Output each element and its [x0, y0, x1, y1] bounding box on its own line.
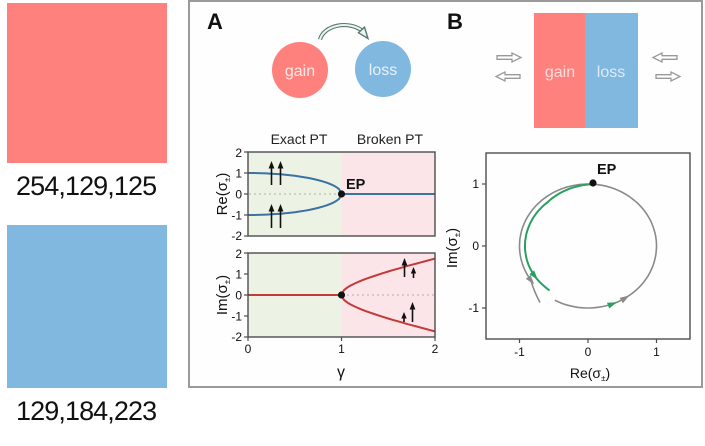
svg-text:0: 0: [235, 188, 242, 202]
svg-text:gain: gain: [545, 64, 575, 81]
svg-text:-2: -2: [231, 229, 242, 243]
svg-text:1: 1: [472, 177, 479, 191]
svg-text:-1: -1: [231, 310, 242, 324]
svg-text:EP: EP: [346, 177, 366, 193]
svg-text:Broken PT: Broken PT: [357, 131, 424, 147]
svg-text:EP: EP: [597, 162, 617, 178]
svg-text:loss: loss: [597, 64, 625, 81]
svg-text:-2: -2: [231, 330, 242, 344]
svg-text:2: 2: [432, 342, 439, 356]
svg-text:Re(σ±): Re(σ±): [570, 365, 610, 383]
svg-text:1: 1: [235, 268, 242, 282]
svg-text:Im(σ±): Im(σ±): [444, 228, 462, 268]
svg-text:gain: gain: [285, 63, 315, 80]
svg-text:0: 0: [245, 342, 252, 356]
svg-text:0: 0: [472, 239, 479, 253]
svg-text:Im(σ±): Im(σ±): [214, 275, 232, 315]
svg-text:-1: -1: [468, 301, 479, 315]
svg-text:Exact PT: Exact PT: [271, 131, 328, 147]
svg-text:2: 2: [235, 247, 242, 261]
svg-text:1: 1: [235, 167, 242, 181]
svg-text:2: 2: [235, 146, 242, 160]
svg-text:-1: -1: [231, 209, 242, 223]
svg-text:0: 0: [235, 289, 242, 303]
svg-text:B: B: [447, 9, 463, 34]
svg-text:A: A: [207, 9, 223, 34]
svg-text:Re(σ±): Re(σ±): [214, 173, 232, 216]
svg-text:0: 0: [585, 345, 592, 359]
svg-text:γ: γ: [337, 364, 345, 381]
svg-text:loss: loss: [369, 62, 397, 79]
svg-text:-1: -1: [514, 345, 525, 359]
svg-text:1: 1: [338, 342, 345, 356]
svg-text:1: 1: [653, 345, 660, 359]
